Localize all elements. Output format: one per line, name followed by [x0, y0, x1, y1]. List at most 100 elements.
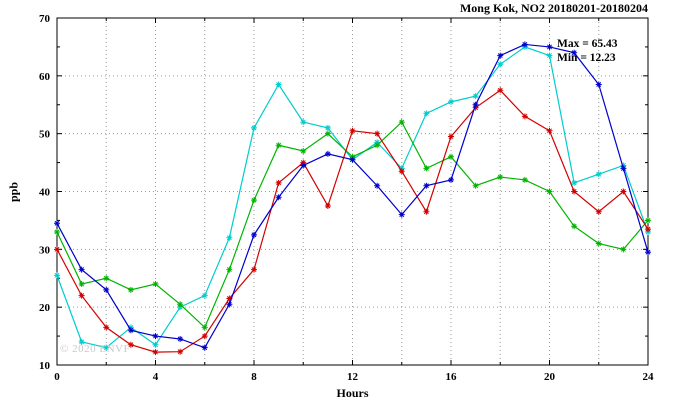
series-marker-green	[103, 275, 110, 282]
x-tick-label: 4	[153, 371, 159, 383]
series-marker-blue	[423, 182, 430, 189]
series-marker-red	[152, 349, 159, 356]
series-marker-blue	[152, 333, 159, 340]
series-marker-red	[324, 202, 331, 209]
max-annotation: Max = 65.43	[557, 38, 618, 50]
y-tick-label: 10	[39, 360, 51, 372]
series-marker-blue	[201, 344, 208, 351]
series-marker-green	[398, 119, 405, 126]
series-marker-green	[374, 142, 381, 149]
y-tick-label: 40	[39, 187, 51, 199]
x-tick-label: 20	[544, 371, 556, 383]
minmax-annotation: Max = 65.43 Min = 12.23	[557, 37, 618, 65]
series-marker-blue	[324, 150, 331, 157]
series-marker-blue	[398, 211, 405, 218]
series-marker-blue	[226, 301, 233, 308]
series-marker-green	[448, 153, 454, 160]
y-tick-label: 60	[39, 71, 51, 83]
series-marker-red	[54, 246, 60, 253]
series-marker-blue	[472, 101, 479, 108]
series-marker-blue	[78, 266, 85, 273]
x-tick-label: 12	[347, 371, 359, 383]
y-tick-label: 50	[39, 129, 51, 141]
series-marker-green	[645, 217, 651, 224]
series-marker-red	[251, 266, 257, 273]
series-marker-green	[226, 266, 233, 273]
series-marker-red	[201, 333, 208, 340]
series-marker-green	[521, 176, 528, 183]
series-marker-red	[103, 324, 110, 331]
series-marker-blue	[620, 165, 627, 172]
series-marker-red	[595, 208, 602, 215]
series-marker-cyan	[226, 234, 233, 241]
series-marker-cyan	[497, 61, 504, 68]
series-marker-cyan	[152, 341, 159, 348]
series-marker-red	[497, 87, 504, 94]
series-marker-red	[226, 295, 233, 302]
series-marker-red	[275, 179, 282, 186]
series-marker-blue	[177, 335, 184, 342]
series-marker-green	[423, 165, 430, 172]
series-marker-red	[374, 130, 381, 137]
series-marker-red	[571, 188, 578, 195]
series-marker-blue	[448, 176, 454, 183]
series-marker-cyan	[448, 98, 454, 105]
series-marker-green	[54, 228, 60, 235]
series-marker-blue	[127, 327, 134, 334]
series-marker-cyan	[595, 171, 602, 178]
series-marker-cyan	[275, 81, 282, 88]
series-marker-green	[324, 130, 331, 137]
series-marker-red	[620, 188, 627, 195]
min-annotation: Min = 12.23	[557, 52, 616, 64]
series-marker-blue	[571, 49, 578, 56]
series-marker-red	[448, 133, 454, 140]
series-marker-green	[275, 142, 282, 149]
series-marker-green	[620, 246, 627, 253]
chart-title: Mong Kok, NO2 20180201-20180204	[459, 1, 648, 15]
series-marker-cyan	[571, 179, 578, 186]
y-tick-label: 30	[39, 244, 51, 256]
series-marker-red	[398, 168, 405, 175]
series-marker-blue	[251, 231, 257, 238]
series-marker-blue	[275, 194, 282, 201]
series-marker-blue	[374, 182, 381, 189]
series-marker-green	[201, 324, 208, 331]
series-marker-blue	[595, 81, 602, 88]
series-marker-blue	[546, 43, 553, 50]
series-marker-green	[571, 223, 578, 230]
series-marker-red	[177, 348, 184, 355]
series-marker-cyan	[546, 52, 553, 59]
series-marker-blue	[349, 156, 356, 163]
series-marker-cyan	[78, 338, 85, 345]
series-marker-green	[152, 281, 159, 288]
series-marker-green	[595, 240, 602, 247]
series-marker-green	[472, 182, 479, 189]
x-tick-label: 8	[251, 371, 257, 383]
series-marker-green	[546, 188, 553, 195]
series-marker-cyan	[103, 344, 110, 351]
series-marker-blue	[300, 162, 307, 169]
series-marker-cyan	[324, 124, 331, 131]
series-marker-green	[78, 281, 85, 288]
series-marker-blue	[521, 41, 528, 48]
series-marker-blue	[103, 286, 110, 293]
x-tick-label: 16	[446, 371, 458, 383]
series-marker-cyan	[201, 292, 208, 299]
series-marker-green	[251, 197, 257, 204]
series-marker-cyan	[472, 93, 479, 100]
series-marker-cyan	[54, 272, 60, 279]
series-marker-green	[177, 301, 184, 308]
x-axis-label: Hours	[336, 386, 369, 400]
series-marker-cyan	[423, 110, 430, 117]
x-tick-label: 0	[54, 371, 60, 383]
series-marker-red	[78, 292, 85, 299]
series-marker-blue	[645, 249, 651, 256]
series-marker-red	[521, 113, 528, 120]
series-marker-red	[546, 127, 553, 134]
series-marker-blue	[497, 52, 504, 59]
series-marker-blue	[54, 220, 60, 227]
series-line-green	[56, 121, 649, 329]
y-axis-label: ppb	[6, 181, 21, 203]
